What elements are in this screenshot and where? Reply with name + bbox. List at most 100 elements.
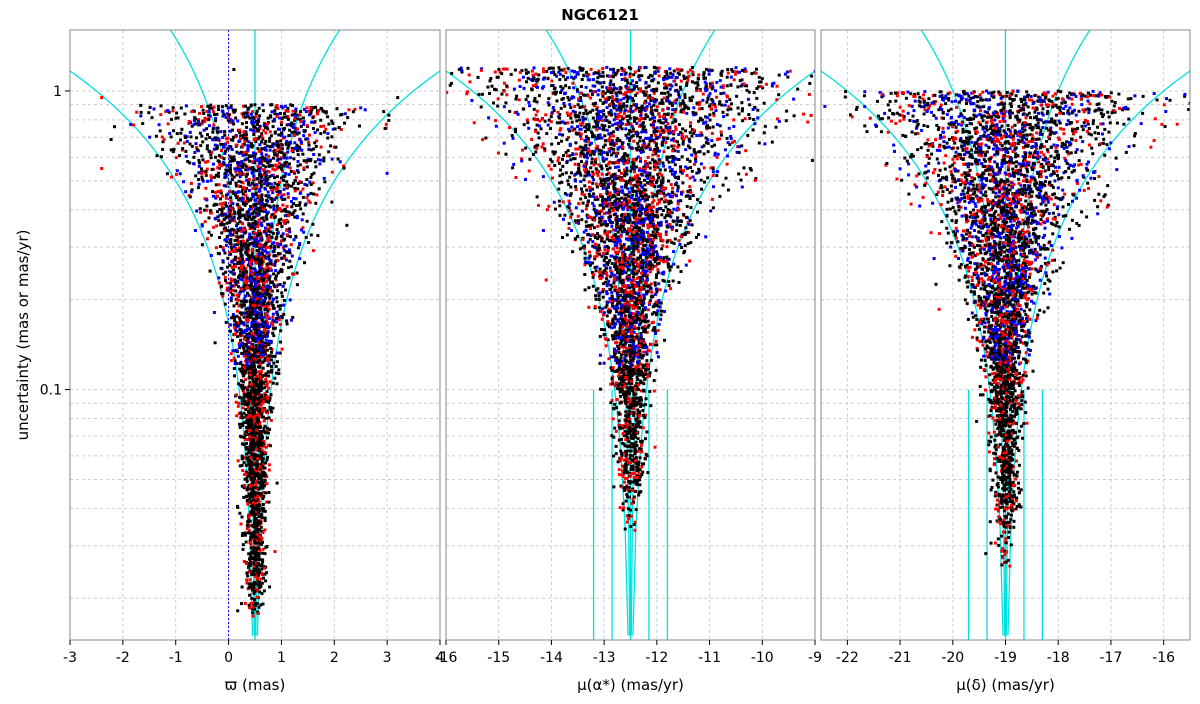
scatter-point	[288, 173, 291, 176]
scatter-point	[269, 149, 272, 152]
scatter-point	[272, 362, 275, 365]
scatter-point	[263, 427, 266, 430]
scatter-point	[298, 242, 301, 245]
scatter-point	[225, 197, 228, 200]
scatter-point	[678, 158, 681, 161]
scatter-point	[268, 277, 271, 280]
scatter-point	[263, 300, 266, 303]
scatter-point	[249, 128, 252, 131]
scatter-point	[210, 156, 213, 159]
scatter-point	[345, 224, 348, 227]
scatter-point	[247, 215, 250, 218]
scatter-point	[254, 203, 257, 206]
scatter-point	[271, 332, 274, 335]
scatter-point	[718, 195, 721, 198]
scatter-point	[264, 165, 267, 168]
scatter-point	[608, 288, 611, 291]
scatter-point	[244, 105, 247, 108]
scatter-point	[254, 199, 257, 202]
scatter-point	[258, 366, 261, 369]
scatter-point	[237, 249, 240, 252]
scatter-point	[255, 115, 258, 118]
scatter-point	[240, 248, 243, 251]
scatter-point	[294, 235, 297, 238]
scatter-point	[306, 165, 309, 168]
scatter-point	[210, 179, 213, 182]
scatter-point	[224, 279, 227, 282]
scatter-point	[276, 140, 279, 143]
scatter-point	[722, 115, 725, 118]
scatter-point	[225, 321, 228, 324]
scatter-point	[245, 274, 248, 277]
scatter-point	[595, 269, 598, 272]
scatter-point	[262, 129, 265, 132]
scatter-point	[214, 341, 217, 344]
x-tick-label: -3	[63, 650, 77, 666]
scatter-point	[261, 466, 264, 469]
scatter-point	[281, 257, 284, 260]
scatter-point	[242, 131, 245, 134]
scatter-point	[220, 231, 223, 234]
scatter-point	[285, 143, 288, 146]
scatter-point	[264, 188, 267, 191]
scatter-point	[259, 199, 262, 202]
scatter-point	[679, 170, 682, 173]
scatter-point	[276, 194, 279, 197]
scatter-point	[231, 272, 234, 275]
scatter-point	[289, 298, 292, 301]
scatter-point	[246, 292, 249, 295]
scatter-point	[545, 279, 548, 282]
scatter-point	[255, 315, 258, 318]
scatter-point	[290, 265, 293, 268]
scatter-point	[740, 101, 743, 104]
scatter-point	[256, 495, 259, 498]
scatter-point	[238, 423, 241, 426]
scatter-point	[245, 464, 248, 467]
scatter-point	[195, 210, 198, 213]
scatter-point	[752, 118, 755, 121]
scatter-point	[246, 388, 249, 391]
scatter-point	[183, 113, 186, 116]
scatter-point	[264, 285, 267, 288]
scatter-point	[246, 311, 249, 314]
scatter-point	[268, 194, 271, 197]
scatter-point	[488, 92, 491, 95]
scatter-point	[187, 122, 190, 125]
scatter-point	[254, 238, 257, 241]
scatter-point	[258, 535, 261, 538]
scatter-point	[217, 105, 220, 108]
scatter-point	[245, 318, 248, 321]
scatter-point	[268, 428, 271, 431]
scatter-point	[286, 165, 289, 168]
scatter-point	[745, 173, 748, 176]
scatter-point	[268, 469, 271, 472]
scatter-point	[343, 122, 346, 125]
scatter-point	[223, 130, 226, 133]
scatter-point	[314, 165, 317, 168]
scatter-point	[155, 135, 158, 138]
scatter-point	[218, 281, 221, 284]
scatter-point	[258, 454, 261, 457]
scatter-point	[545, 132, 548, 135]
scatter-point	[253, 598, 256, 601]
scatter-point	[269, 380, 272, 383]
scatter-point	[566, 179, 569, 182]
scatter-point	[258, 259, 261, 262]
scatter-point	[225, 104, 228, 107]
scatter-point	[697, 84, 700, 87]
scatter-point	[261, 448, 264, 451]
scatter-point	[305, 196, 308, 199]
scatter-point	[253, 539, 256, 542]
scatter-point	[267, 491, 270, 494]
scatter-point	[672, 280, 675, 283]
scatter-point	[260, 244, 263, 247]
scatter-point	[533, 100, 536, 103]
scatter-point	[241, 199, 244, 202]
scatter-point	[248, 160, 251, 163]
scatter-point	[276, 360, 279, 363]
scatter-point	[246, 499, 249, 502]
scatter-point	[266, 265, 269, 268]
scatter-point	[247, 452, 250, 455]
scatter-point	[313, 172, 316, 175]
scatter-point	[258, 581, 261, 584]
